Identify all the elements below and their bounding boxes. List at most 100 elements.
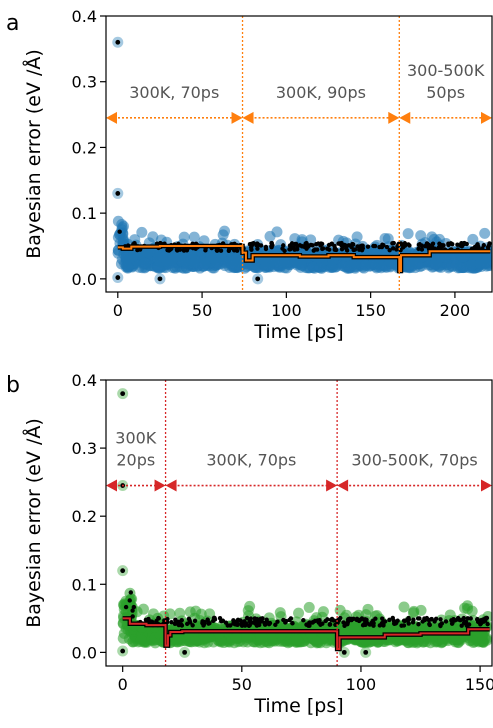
- scatter-core-point: [416, 246, 421, 252]
- scatter-core-point: [377, 623, 383, 628]
- scatter-core-point: [485, 621, 490, 627]
- scatter-core-point: [474, 243, 480, 248]
- scatter-core-point: [266, 621, 272, 627]
- scatter-point: [152, 261, 164, 273]
- scatter-core-point: [247, 618, 252, 624]
- scatter-point: [467, 233, 479, 245]
- scatter-point: [170, 632, 182, 644]
- scatter-point: [398, 601, 410, 613]
- segment-label: 300-500K, 70ps: [351, 451, 477, 470]
- scatter-core-point: [258, 243, 264, 248]
- scatter-point: [137, 603, 149, 615]
- scatter-core-point: [468, 616, 473, 621]
- scatter-core-point: [406, 621, 411, 626]
- scatter-core-point: [411, 617, 416, 622]
- scatter-core-point: [331, 618, 336, 623]
- scatter-point: [217, 229, 229, 241]
- scatter-core-point: [203, 248, 208, 253]
- y-tick-label: 0.4: [72, 7, 97, 26]
- scatter-point: [274, 257, 286, 269]
- y-ticks: 0.0 0.1 0.2 0.3 0.4: [72, 371, 106, 662]
- scatter-point: [379, 233, 391, 245]
- y-ticks: 0.0 0.1 0.2 0.3 0.4: [72, 7, 106, 289]
- scatter-core-point: [427, 621, 432, 627]
- outlier-core: [363, 649, 369, 655]
- scatter-core-point: [318, 622, 323, 627]
- scatter-core-point: [359, 247, 365, 253]
- scatter-core-point: [306, 623, 311, 628]
- axes-frame: [105, 379, 493, 667]
- scatter-core-point: [373, 616, 378, 621]
- scatter-point: [293, 607, 305, 619]
- scatter-point: [402, 228, 414, 240]
- scatter-core-point: [187, 620, 193, 625]
- scatter-core-point: [455, 242, 460, 247]
- scatter-point: [291, 634, 303, 646]
- running-mean: [122, 617, 490, 650]
- scatter-point: [199, 258, 211, 270]
- scatter-core-point: [290, 245, 295, 250]
- scatter-point: [314, 262, 326, 274]
- segment-label: 20ps: [116, 451, 155, 470]
- scatter-point: [189, 636, 201, 648]
- segment-arrow-head-left: [242, 111, 254, 124]
- panel-label: a: [6, 11, 19, 36]
- scatter-core-point: [416, 242, 422, 248]
- scatter-core-point: [401, 623, 407, 628]
- scatter-point: [121, 260, 133, 272]
- y-tick-label: 0.1: [72, 204, 97, 223]
- x-tick-label: 200: [440, 301, 471, 320]
- scatter-core-point: [446, 241, 451, 246]
- scatter-core-point: [165, 616, 170, 622]
- scatter-core-point: [301, 618, 306, 623]
- scatter-core-point: [359, 616, 365, 621]
- scatter-point: [466, 605, 478, 617]
- scatter-point: [435, 251, 447, 263]
- x-tick-label: 0: [118, 675, 128, 694]
- scatter-point: [259, 261, 271, 273]
- scatter-core-point: [483, 616, 488, 621]
- segment-arrow-head-right: [154, 479, 166, 492]
- scatter-core-point: [273, 622, 278, 628]
- scatter-core-point: [128, 590, 134, 595]
- scatter-core-point: [438, 622, 443, 628]
- scatter-core-point: [422, 616, 427, 621]
- scatter-core-point: [432, 619, 437, 624]
- scatter-core-point: [478, 621, 484, 626]
- outlier-core: [115, 275, 121, 280]
- scatter-core-point: [117, 229, 122, 234]
- scatter-core-point: [314, 247, 320, 252]
- scatter-core-point: [238, 618, 243, 623]
- scatter-core-point: [297, 243, 303, 248]
- scatter-point: [135, 634, 147, 646]
- y-tick-label: 0.0: [72, 643, 97, 662]
- segment-arrow-head-right: [388, 111, 400, 124]
- y-tick-label: 0.2: [72, 138, 97, 157]
- scatter-core-point: [218, 248, 224, 253]
- scatter-point: [167, 262, 179, 274]
- scatter-core-point: [430, 241, 436, 246]
- scatter-core-point: [179, 617, 184, 623]
- scatter-core-point: [244, 621, 249, 626]
- running-mean-line: [117, 243, 491, 274]
- scatter-core-point: [390, 246, 396, 251]
- segment-label: 300K, 70ps: [206, 451, 296, 470]
- scatter-core-point: [461, 620, 467, 625]
- scatter-core-point: [303, 241, 308, 246]
- scatter-core-point: [135, 247, 140, 253]
- scatter-core-point: [255, 246, 260, 251]
- scatter-core-point: [190, 623, 195, 628]
- panel-label: b: [6, 373, 20, 398]
- scatter-core-point: [201, 621, 207, 626]
- scatter-core-point: [186, 616, 192, 622]
- y-tick-label: 0.0: [72, 270, 97, 289]
- outlier-core: [255, 276, 261, 282]
- scatter-core-point: [281, 243, 286, 248]
- scatter-point: [117, 632, 129, 644]
- scatter-point: [479, 256, 491, 268]
- scatter-core-point: [156, 616, 161, 621]
- x-tick-label: 150: [465, 675, 493, 694]
- scatter-core-point: [269, 240, 274, 246]
- scatter-core-point: [275, 619, 280, 624]
- scatter-point: [143, 247, 155, 259]
